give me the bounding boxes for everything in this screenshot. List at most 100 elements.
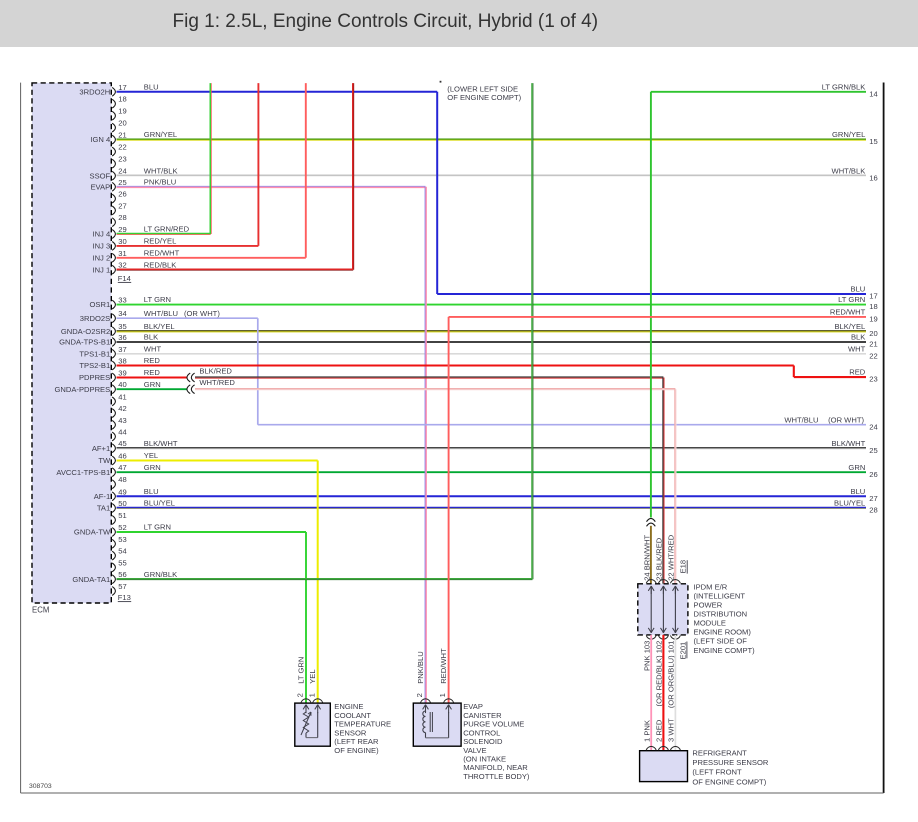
svg-text:E18: E18	[679, 560, 688, 574]
svg-text:BLK/WHT: BLK/WHT	[832, 439, 866, 448]
svg-text:ENGINE COMPT): ENGINE COMPT)	[694, 646, 756, 655]
svg-text:BLU: BLU	[851, 285, 866, 294]
svg-text:INJ 1: INJ 1	[92, 265, 110, 274]
svg-text:19: 19	[118, 107, 126, 116]
svg-text:PNK/BLU: PNK/BLU	[144, 177, 177, 186]
svg-text:OF ENGINE COMPT): OF ENGINE COMPT)	[447, 93, 521, 102]
svg-text:THROTTLE BODY): THROTTLE BODY)	[463, 772, 530, 781]
svg-text:23: 23	[118, 155, 126, 164]
svg-text:WHT/BLU: WHT/BLU	[784, 415, 818, 424]
svg-text:ENGINE ROOM): ENGINE ROOM)	[694, 628, 752, 637]
svg-text:GNDA-O2SR2: GNDA-O2SR2	[61, 327, 110, 336]
svg-text:(LEFT REAR: (LEFT REAR	[334, 737, 379, 746]
svg-text:OSR1: OSR1	[90, 300, 111, 309]
svg-text:COOLANT: COOLANT	[334, 711, 371, 720]
svg-text:52: 52	[118, 523, 126, 532]
svg-text:28: 28	[869, 506, 877, 515]
svg-text:32: 32	[118, 261, 126, 270]
svg-text:TA1: TA1	[97, 504, 110, 513]
svg-text:GRN: GRN	[144, 463, 161, 472]
svg-text:27: 27	[118, 201, 126, 210]
svg-text:RED/BLK: RED/BLK	[144, 260, 177, 269]
svg-text:VALVE: VALVE	[463, 746, 486, 755]
svg-text:BLU: BLU	[144, 487, 159, 496]
svg-text:INJ 2: INJ 2	[92, 253, 110, 262]
svg-text:LT GRN: LT GRN	[144, 295, 171, 304]
svg-text:28: 28	[118, 213, 126, 222]
svg-text:ENGINE: ENGINE	[334, 702, 363, 711]
svg-text:WHT/BLK: WHT/BLK	[144, 166, 178, 175]
svg-text:BLU: BLU	[144, 82, 159, 91]
svg-text:20: 20	[869, 329, 877, 338]
svg-text:TPS1-B1: TPS1-B1	[79, 349, 110, 358]
svg-text:LT GRN: LT GRN	[144, 523, 171, 532]
svg-text:49: 49	[118, 487, 126, 496]
svg-text:15: 15	[869, 137, 877, 146]
svg-text:GRN/BLK: GRN/BLK	[144, 570, 177, 579]
svg-text:40: 40	[118, 380, 126, 389]
svg-text:TW: TW	[98, 456, 111, 465]
svg-text:BLK: BLK	[144, 333, 158, 342]
svg-text:27: 27	[869, 494, 877, 503]
svg-text:WHT/BLU: WHT/BLU	[144, 309, 178, 318]
svg-text:AF+1: AF+1	[92, 444, 110, 453]
svg-text:36: 36	[118, 333, 126, 342]
svg-text:308703: 308703	[29, 783, 52, 790]
svg-text:F14: F14	[118, 274, 131, 283]
svg-text:47: 47	[118, 463, 126, 472]
svg-text:18: 18	[118, 95, 126, 104]
svg-text:RED: RED	[144, 356, 161, 365]
svg-text:GNDA-PDPRES: GNDA-PDPRES	[54, 385, 110, 394]
svg-text:48: 48	[118, 475, 126, 484]
svg-text:GNDA-TA1: GNDA-TA1	[72, 575, 110, 584]
svg-text:56: 56	[118, 570, 126, 579]
svg-text:PDPRES: PDPRES	[79, 373, 110, 382]
svg-text:33: 33	[118, 296, 126, 305]
svg-text:26: 26	[869, 470, 877, 479]
svg-text:WHT: WHT	[848, 344, 866, 353]
svg-text:MODULE: MODULE	[694, 619, 727, 628]
svg-text:41: 41	[118, 392, 126, 401]
svg-text:(OR ORG/BLU) 101: (OR ORG/BLU) 101	[667, 641, 676, 709]
svg-text:PURGE VOLUME: PURGE VOLUME	[463, 720, 524, 729]
svg-text:TEMPERATURE: TEMPERATURE	[334, 720, 391, 729]
svg-text:30: 30	[118, 237, 126, 246]
svg-text:(OR WHT): (OR WHT)	[828, 415, 864, 424]
svg-text:54: 54	[118, 547, 126, 556]
svg-text:23: 23	[869, 375, 877, 384]
svg-text:23 BLK/RED: 23 BLK/RED	[655, 537, 664, 581]
svg-text:(OR RED/BLK) 102: (OR RED/BLK) 102	[655, 641, 664, 707]
svg-text:3RDO2H: 3RDO2H	[79, 87, 110, 96]
svg-text:WHT/BLK: WHT/BLK	[832, 166, 866, 175]
svg-text:21: 21	[118, 131, 126, 140]
svg-text:2: 2	[415, 693, 424, 697]
svg-text:(INTELLIGENT: (INTELLIGENT	[694, 591, 746, 600]
svg-text:3RDO2S: 3RDO2S	[80, 314, 110, 323]
svg-text:BLU/YEL: BLU/YEL	[834, 499, 865, 508]
svg-text:50: 50	[118, 499, 126, 508]
svg-text:1 PNK: 1 PNK	[642, 720, 651, 742]
svg-text:24: 24	[869, 422, 877, 431]
svg-text:22 WHT/RED: 22 WHT/RED	[667, 534, 676, 581]
svg-text:CANISTER: CANISTER	[463, 711, 502, 720]
svg-text:BLU/YEL: BLU/YEL	[144, 499, 175, 508]
svg-text:44: 44	[118, 428, 126, 437]
svg-text:51: 51	[118, 511, 126, 520]
svg-text:GRN/YEL: GRN/YEL	[832, 130, 865, 139]
svg-text:43: 43	[118, 416, 126, 425]
svg-text:GNDA-TW: GNDA-TW	[74, 528, 111, 537]
svg-text:BLK/RED: BLK/RED	[199, 366, 232, 375]
svg-text:17: 17	[118, 83, 126, 92]
svg-text:Fig 1: 2.5L, Engine Controls C: Fig 1: 2.5L, Engine Controls Circuit, Hy…	[173, 11, 599, 32]
svg-text:SENSOR: SENSOR	[334, 728, 367, 737]
svg-text:YEL: YEL	[308, 669, 317, 683]
svg-text:YEL: YEL	[144, 451, 158, 460]
svg-text:LT GRN/RED: LT GRN/RED	[144, 225, 190, 234]
svg-text:INJ 4: INJ 4	[92, 230, 110, 239]
svg-text:57: 57	[118, 582, 126, 591]
svg-text:OF ENGINE): OF ENGINE)	[334, 746, 379, 755]
svg-text:RED/WHT: RED/WHT	[439, 648, 448, 684]
svg-text:BLK/YEL: BLK/YEL	[834, 322, 865, 331]
svg-text:(OR WHT): (OR WHT)	[184, 309, 220, 318]
svg-text:21: 21	[869, 340, 877, 349]
